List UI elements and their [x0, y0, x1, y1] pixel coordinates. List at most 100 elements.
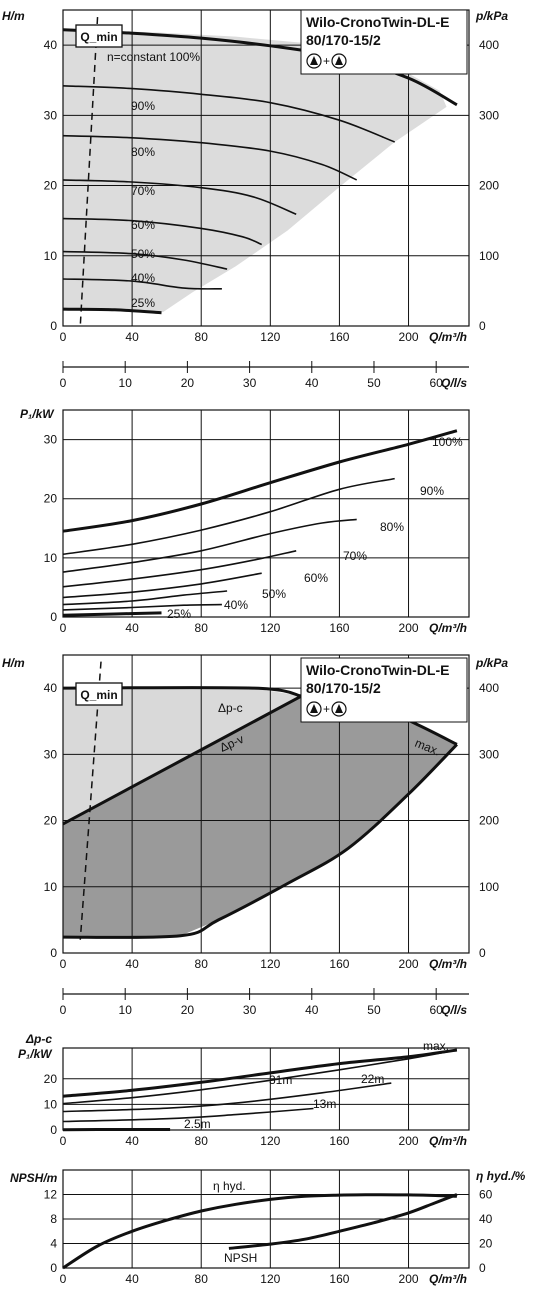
hq-control-symbol-plus: +: [323, 702, 330, 716]
hq-speed-x-tick: 160: [329, 330, 349, 344]
hq-speed-series-line: [62, 85, 395, 143]
p1-speed-x-tick: 200: [399, 621, 419, 635]
p1-speed-y-tick: 0: [50, 610, 57, 624]
npsh-curve-label: NPSH: [224, 1251, 257, 1265]
power-curve-label: 60%: [304, 571, 328, 585]
p1-speed-x-tick: 160: [329, 621, 349, 635]
q-ls-axis-2-tick-label: 30: [243, 1003, 257, 1017]
hq-speed-y2-tick: 200: [479, 179, 499, 193]
hq-speed-y2-tick: 400: [479, 38, 499, 52]
p1-control-x-tick: 80: [195, 1134, 209, 1148]
p1-control-y-tick: 0: [50, 1123, 57, 1137]
npsh-eff-y2-tick: 0: [479, 1261, 486, 1275]
p1-control-x-tick: 0: [60, 1134, 67, 1148]
hq-control-title: Wilo-CronoTwin-DL-E: [306, 662, 449, 678]
power-control-label: 22m: [361, 1072, 384, 1086]
p1-speed-series-line: [62, 572, 262, 599]
hq-control-y-tick: 40: [44, 681, 58, 695]
hq-control-series-line: [62, 743, 458, 939]
npsh-eff-y-tick: 8: [50, 1212, 57, 1226]
hq-control-subtitle: 80/170-15/2: [306, 680, 381, 696]
dp-c-label: Δp-c: [218, 701, 243, 715]
hq-control-x-axis-label: Q/m³/h: [429, 957, 467, 971]
p1-speed-series-line: [62, 590, 228, 606]
hq-speed-series-line: [62, 179, 297, 216]
hq-speed-y-tick: 20: [44, 179, 58, 193]
p1-speed-x-tick: 40: [125, 621, 139, 635]
pump-triangle-icon: [310, 704, 318, 713]
hq-control-series-line: [62, 694, 303, 826]
hq-speed-x-tick: 40: [125, 330, 139, 344]
npsh-eff-x-tick: 160: [329, 1272, 349, 1286]
hq-control-y2-tick: 400: [479, 681, 499, 695]
power-control-label: 13m: [313, 1097, 336, 1111]
speed-curve-label: 60%: [131, 218, 155, 232]
power-curve-label: 50%: [262, 587, 286, 601]
hq-speed-y2-axis-label: p/kPa: [475, 9, 508, 23]
hq-speed-x-tick: 200: [399, 330, 419, 344]
p1-speed-x-tick: 0: [60, 621, 67, 635]
hq-speed-plot-frame: [62, 9, 470, 327]
hq-speed-x-tick: 120: [260, 330, 280, 344]
speed-curve-label: 80%: [131, 145, 155, 159]
npsh-eff-x-tick: 120: [260, 1272, 280, 1286]
p1-speed-y-tick: 20: [44, 492, 58, 506]
hq-speed-symbol-plus: +: [323, 54, 330, 68]
hq-control-qmin-line: [79, 661, 102, 940]
hq-control-y2-axis-label: p/kPa: [475, 656, 508, 670]
speed-curve-label: n=constant 100%: [107, 50, 200, 64]
dp-c-area: [63, 688, 302, 824]
hq-control-plot-frame: [62, 654, 470, 954]
power-curve-label: 80%: [380, 520, 404, 534]
q-ls-axis-2-tick-label: 60: [429, 1003, 443, 1017]
npsh-eff-x-tick: 40: [125, 1272, 139, 1286]
speed-curve-label: 90%: [131, 99, 155, 113]
p1-speed-x-tick: 120: [260, 621, 280, 635]
p1-control-series-line: [62, 1082, 392, 1113]
hq-speed-series-line: [62, 217, 263, 246]
hq-speed-title-box: [300, 9, 468, 75]
efficiency-y-axis-label: η hyd./%: [476, 1169, 526, 1183]
efficiency-curve-label: η hyd.: [213, 1179, 246, 1193]
speed-curve-label: 50%: [131, 247, 155, 261]
speed-curve-label: 70%: [131, 184, 155, 198]
hq-control-y2-tick: 100: [479, 880, 499, 894]
p1-control-y-tick: 20: [44, 1072, 58, 1086]
dp-v-area: [63, 696, 457, 938]
hq-control-title-box: [300, 657, 468, 723]
q-ls-axis-2-tick-label: 10: [119, 1003, 133, 1017]
p1-speed-series-line: [62, 518, 357, 573]
hq-control-y2-tick: 0: [479, 946, 486, 960]
q-ls-axis-tick-label: 60: [429, 376, 443, 390]
npsh-eff-x-tick: 200: [399, 1272, 419, 1286]
hq-control-x-tick: 120: [260, 957, 280, 971]
p1-speed-y-tick: 30: [44, 433, 58, 447]
power-curve-label: 40%: [224, 598, 248, 612]
hq-speed-y2-tick: 100: [479, 249, 499, 263]
power-curve-label: 25%: [167, 607, 191, 621]
npsh-eff-y2-tick: 60: [479, 1188, 493, 1202]
hq-control-qmin-box: [75, 682, 123, 706]
q-ls-axis-tick-label: 50: [367, 376, 381, 390]
hq-speed-series-line: [62, 278, 222, 290]
hq-speed-series-line: [62, 134, 358, 181]
hq-speed-y-tick: 10: [44, 249, 58, 263]
hq-control-qmin-label: Q_min: [80, 688, 117, 702]
hq-speed-series-line: [62, 307, 162, 315]
hq-speed-y-tick: 30: [44, 108, 58, 122]
hq-speed-title: Wilo-CronoTwin-DL-E: [306, 14, 449, 30]
p1-speed-series-line: [62, 603, 222, 611]
hq-control-x-tick: 40: [125, 957, 139, 971]
npsh-eff-series-line: [62, 1193, 457, 1270]
q-ls-axis-2-label: Q/l/s: [441, 1003, 467, 1017]
q-ls-axis-2-tick-label: 40: [305, 1003, 319, 1017]
p1-control-series-line: [62, 1107, 314, 1123]
hq-control-x-tick: 160: [329, 957, 349, 971]
q-ls-axis-tick-label: 40: [305, 376, 319, 390]
p1-control-series-line: [62, 1049, 458, 1105]
hq-control-y-tick: 20: [44, 814, 58, 828]
hq-speed-y-axis-label: H/m: [2, 9, 25, 23]
hq-control-x-tick: 200: [399, 957, 419, 971]
speed-curve-label: 25%: [131, 296, 155, 310]
